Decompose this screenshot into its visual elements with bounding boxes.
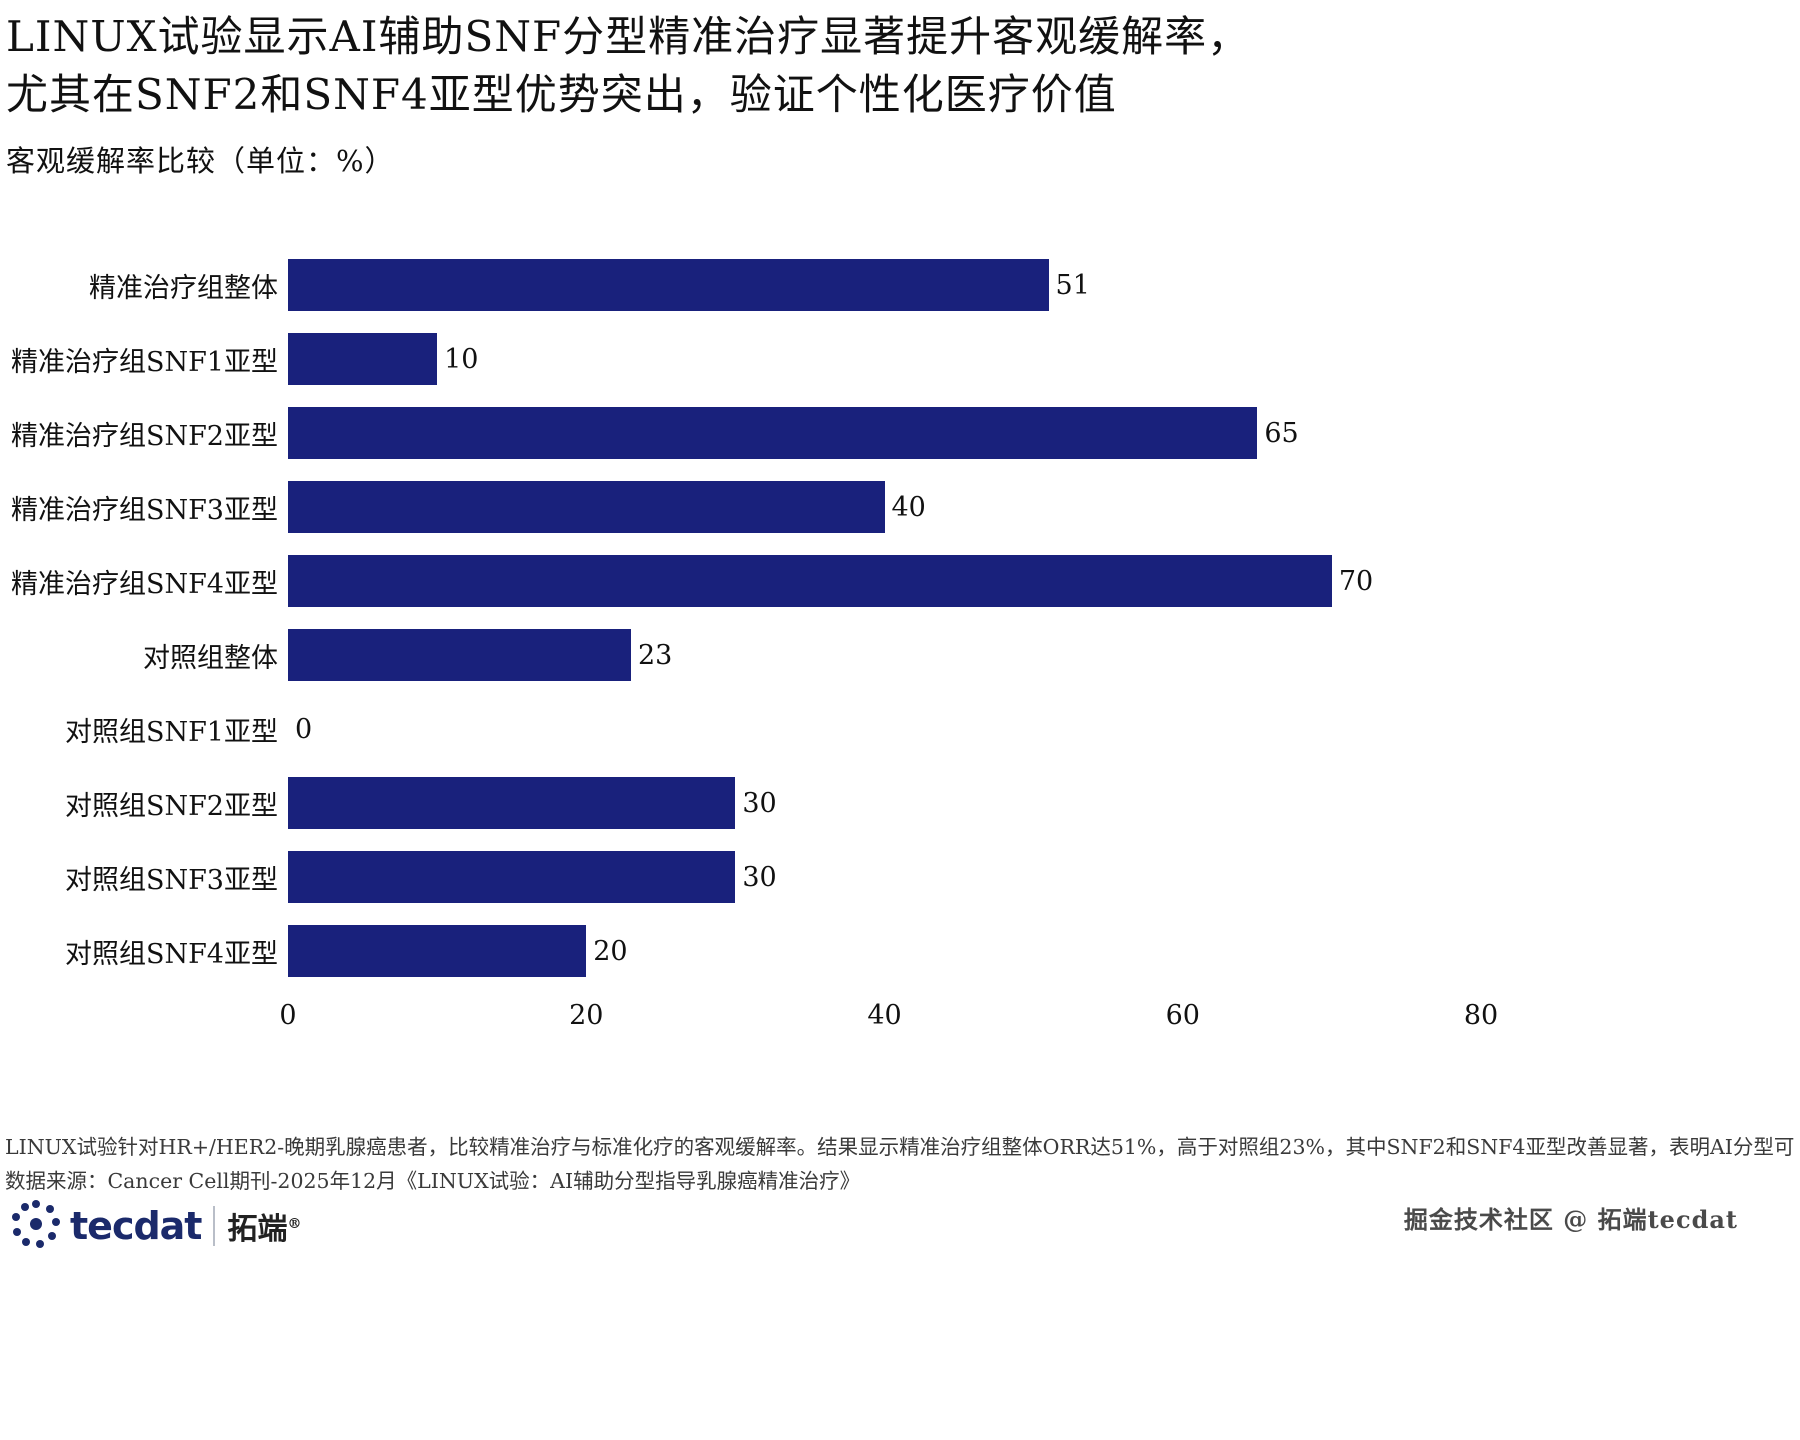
chart-row: 对照组SNF2亚型 30 — [0, 766, 1560, 840]
value-label: 23 — [637, 639, 673, 671]
bar-track: 65 — [288, 407, 1488, 459]
tecdat-logo-icon — [10, 1198, 62, 1254]
x-axis-tick-label: 60 — [1165, 1000, 1200, 1031]
bar — [288, 777, 736, 829]
x-axis-tick-label: 0 — [279, 1000, 297, 1031]
chart-row: 精准治疗组SNF3亚型 40 — [0, 470, 1560, 544]
value-label: 70 — [1338, 565, 1374, 597]
bar — [288, 481, 885, 533]
chart-row: 精准治疗组SNF2亚型 65 — [0, 396, 1560, 470]
category-label: 精准治疗组SNF1亚型 — [10, 346, 278, 378]
x-axis-tick-label: 20 — [569, 1000, 604, 1031]
category-label: 精准治疗组整体 — [89, 272, 278, 304]
category-label: 对照组SNF2亚型 — [64, 790, 278, 822]
bar — [288, 925, 587, 977]
chart-subtitle: 客观缓解率比较（单位：%） — [6, 143, 395, 178]
bar-track: 30 — [288, 851, 1488, 903]
category-label: 对照组SNF3亚型 — [64, 864, 278, 896]
bar — [288, 851, 736, 903]
x-axis-tick-label: 80 — [1463, 1000, 1499, 1031]
value-label: 65 — [1264, 417, 1299, 449]
bar-track: 20 — [288, 925, 1488, 977]
bar — [288, 629, 631, 681]
chart-row: 对照组SNF1亚型 0 — [0, 692, 1560, 766]
chart-row: 对照组SNF4亚型 20 — [0, 914, 1560, 988]
bar-track: 40 — [288, 481, 1488, 533]
value-label: 30 — [742, 787, 777, 819]
category-label: 精准治疗组SNF3亚型 — [10, 494, 278, 526]
bar-track: 70 — [288, 555, 1488, 607]
category-label: 精准治疗组SNF2亚型 — [10, 420, 278, 452]
bar-chart: 精准治疗组整体 51 精准治疗组SNF1亚型 10 精准治疗组SNF2亚型 65 精准治疗组… — [0, 248, 1560, 1040]
x-axis-tick-label: 40 — [867, 1000, 902, 1031]
value-label: 20 — [593, 935, 628, 967]
chart-header: LINUX试验显示AI辅助SNF分型精准治疗显著提升客观缓解率， 尤其在SNF2… — [6, 8, 1786, 180]
chart-row: 精准治疗组SNF1亚型 10 — [0, 322, 1560, 396]
bar-track: 0 — [288, 703, 1488, 755]
community-watermark: 掘金技术社区 @ 拓端tecdat — [1403, 1205, 1738, 1234]
category-label: 精准治疗组SNF4亚型 — [10, 568, 278, 600]
chart-row: 对照组整体 23 — [0, 618, 1560, 692]
bar — [288, 407, 1258, 459]
bar-track: 10 — [288, 333, 1488, 385]
bar-track: 51 — [288, 259, 1488, 311]
chart-row: 对照组SNF3亚型 30 — [0, 840, 1560, 914]
value-label: 40 — [891, 491, 926, 523]
category-label: 对照组整体 — [143, 642, 278, 674]
value-label: 30 — [742, 861, 777, 893]
bar-track: 30 — [288, 777, 1488, 829]
chart-title-line1: LINUX试验显示AI辅助SNF分型精准治疗显著提升客观缓解率， — [6, 12, 1251, 61]
tecdat-logo-text: tecdat — [70, 1204, 202, 1248]
value-label: 10 — [444, 343, 479, 375]
value-label: 51 — [1055, 269, 1090, 301]
tecdat-logo-suffix: 拓端® — [227, 1212, 302, 1247]
category-label: 对照组SNF1亚型 — [64, 716, 278, 748]
tecdat-logo: tecdat 拓端® — [10, 1196, 301, 1256]
chart-title-line2: 尤其在SNF2和SNF4亚型优势突出，验证个性化医疗价值 — [6, 69, 1117, 119]
x-axis: 0 20 40 60 80 — [0, 1000, 1560, 1040]
bar-track: 23 — [288, 629, 1488, 681]
chart-footnote: LINUX试验针对HR+/HER2-晚期乳腺癌患者，比较精准治疗与标准化疗的客观… — [5, 1135, 1795, 1159]
category-label: 对照组SNF4亚型 — [64, 938, 278, 970]
bar — [288, 333, 438, 385]
bar — [288, 555, 1332, 607]
bar — [288, 259, 1049, 311]
logo-divider — [213, 1206, 216, 1246]
chart-source: 数据来源：Cancer Cell期刊-2025年12月《LINUX试验：AI辅助… — [5, 1169, 861, 1193]
value-label: 0 — [295, 713, 313, 745]
chart-row: 精准治疗组SNF4亚型 70 — [0, 544, 1560, 618]
chart-row: 精准治疗组整体 51 — [0, 248, 1560, 322]
